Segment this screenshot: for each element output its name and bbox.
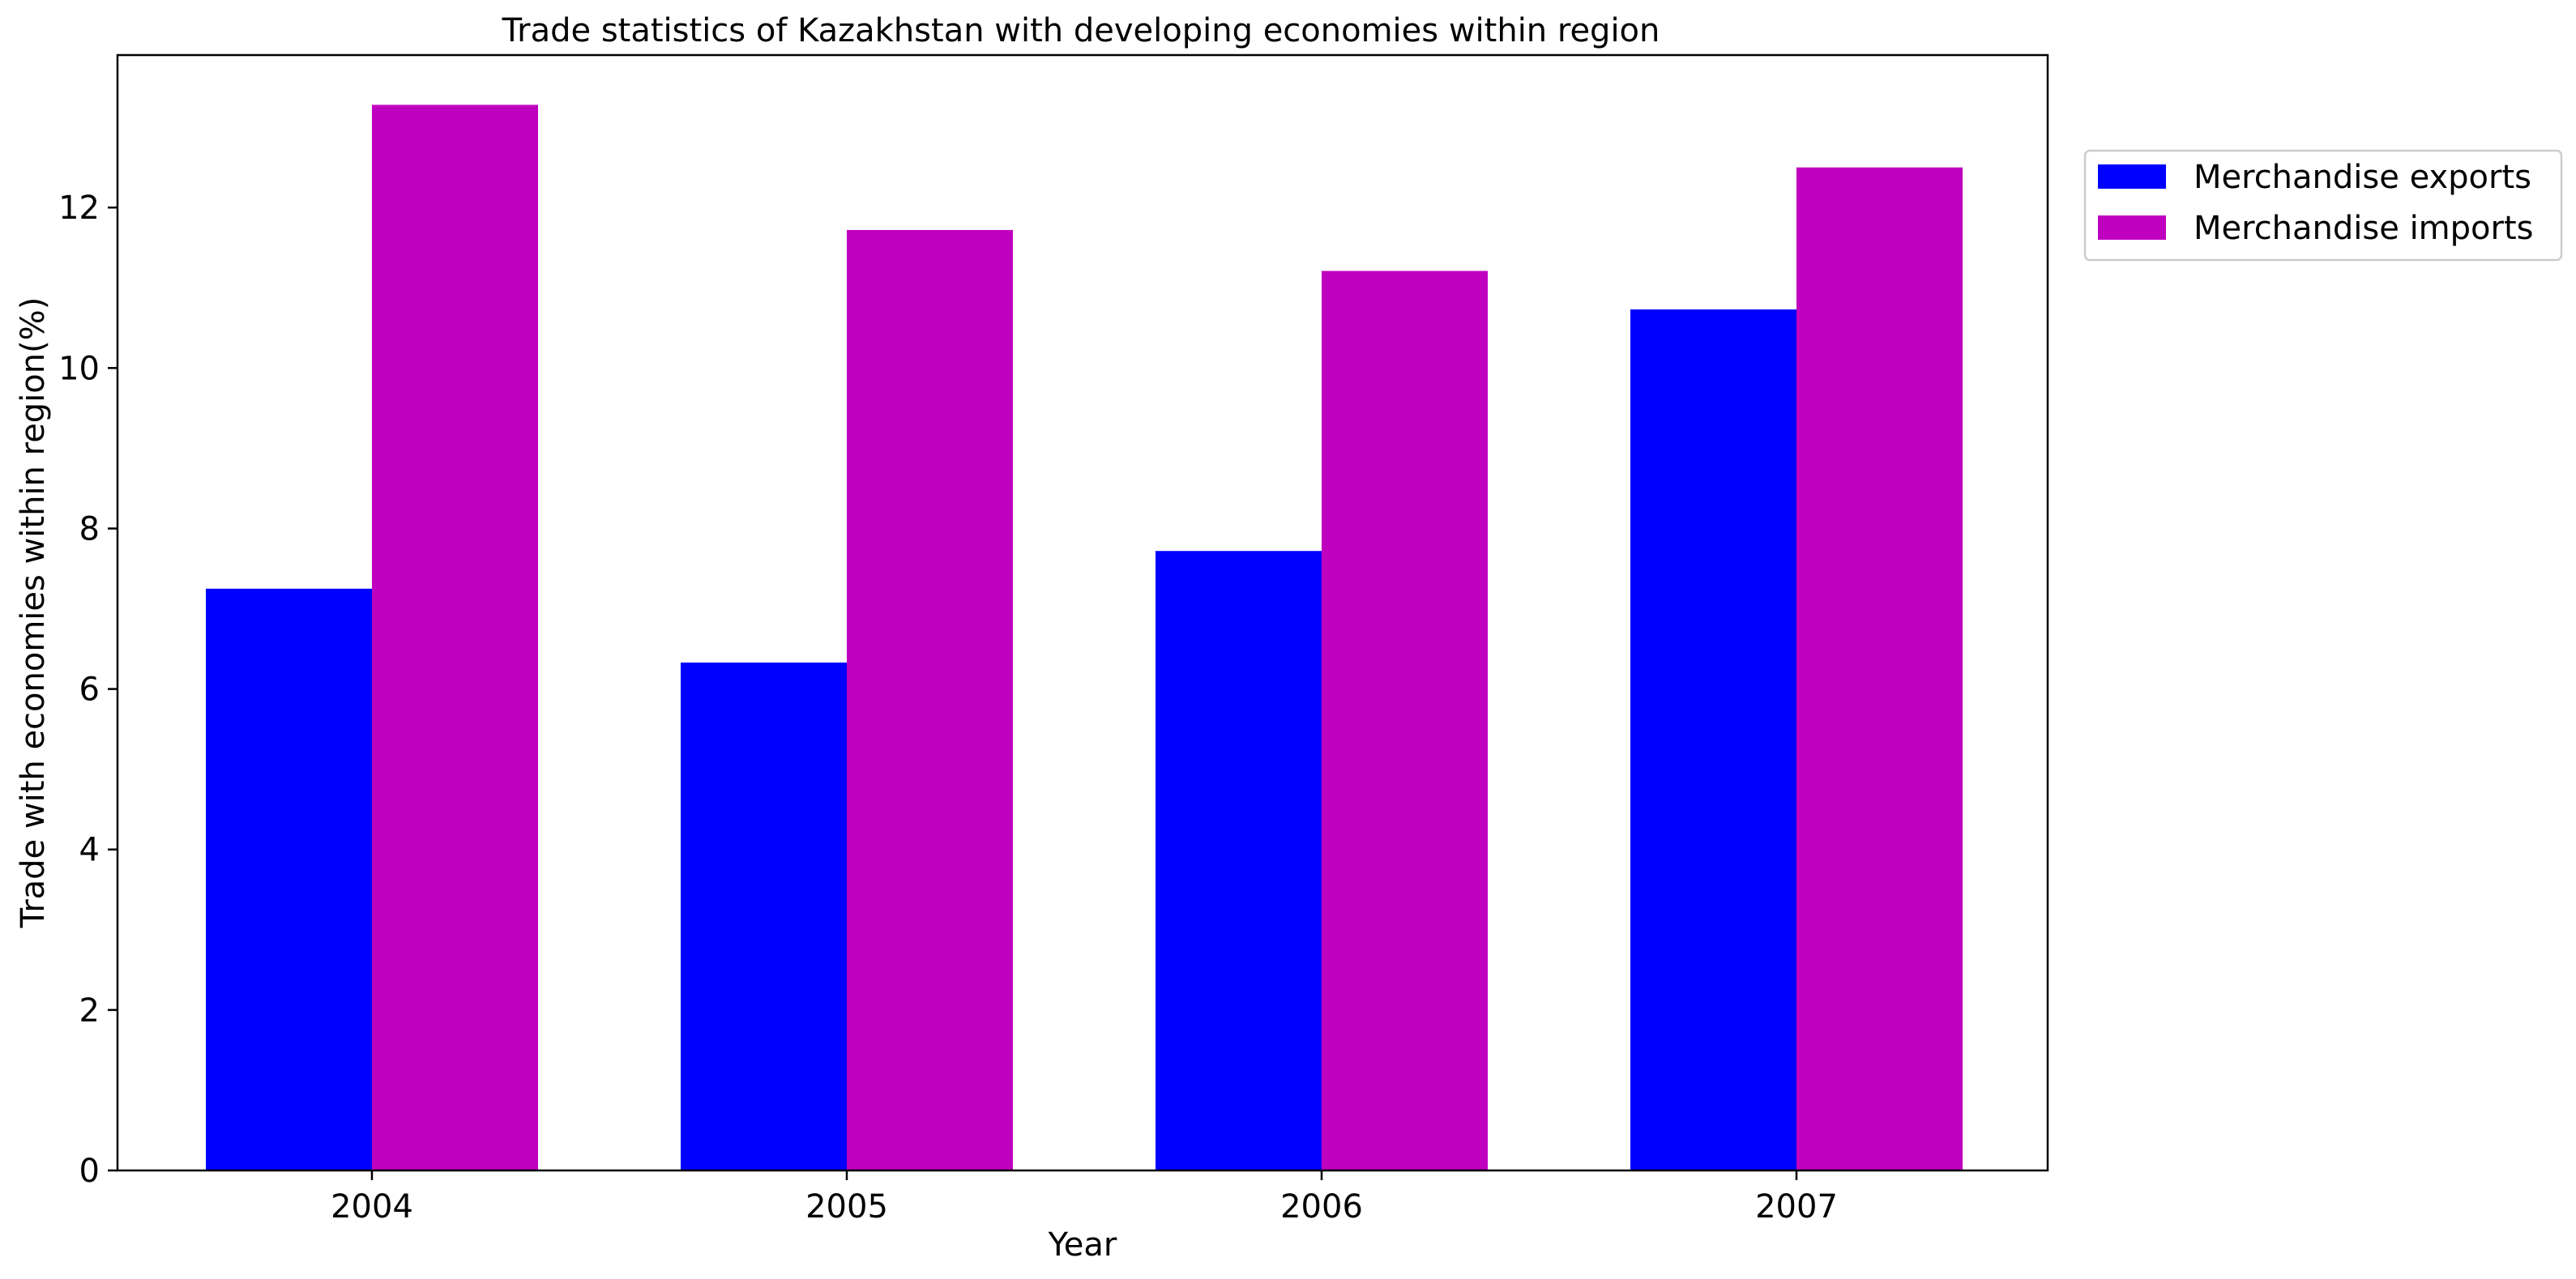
plot-area-frame	[116, 53, 2049, 1172]
x-tick-label-2005: 2005	[805, 1188, 888, 1226]
bar-imports-2006	[1322, 271, 1488, 1171]
x-tick-label-2006: 2006	[1280, 1188, 1363, 1226]
x-axis-label: Year	[1048, 1226, 1117, 1264]
y-tick-label: 12	[58, 190, 100, 227]
bar-exports-2004	[206, 588, 372, 1170]
bar-exports-2006	[1156, 551, 1322, 1170]
y-tick-label: 8	[79, 510, 100, 548]
bar-imports-2007	[1796, 167, 1963, 1170]
x-tick-label-2004: 2004	[331, 1188, 413, 1226]
y-tick-label: 0	[79, 1153, 100, 1190]
legend-frame	[2083, 149, 2563, 262]
y-tick-label: 2	[79, 992, 100, 1030]
bar-exports-2005	[681, 662, 847, 1170]
y-axis-label: Trade with economies within region(%)	[15, 297, 52, 929]
bars-group	[206, 104, 1963, 1171]
x-axis-ticks: 2004 2005 2006 2007	[331, 1170, 1838, 1226]
y-tick-label: 10	[58, 350, 100, 387]
y-tick-label: 6	[79, 671, 100, 709]
y-axis-ticks: 0 2 4 6 8 10 12	[58, 190, 117, 1190]
legend-label-imports: Merchandise imports	[2194, 210, 2533, 247]
x-tick-label-2007: 2007	[1755, 1188, 1838, 1226]
bar-imports-2005	[847, 229, 1013, 1170]
bar-imports-2004	[372, 104, 538, 1170]
y-tick-label: 4	[79, 832, 100, 869]
legend-swatch-exports	[2098, 164, 2166, 189]
bar-exports-2007	[1630, 309, 1796, 1170]
legend-swatch-imports	[2098, 215, 2166, 240]
legend-label-exports: Merchandise exports	[2194, 159, 2531, 196]
legend: Merchandise exports Merchandise imports	[2083, 149, 2563, 262]
chart-title: Trade statistics of Kazakhstan with deve…	[502, 12, 1660, 49]
